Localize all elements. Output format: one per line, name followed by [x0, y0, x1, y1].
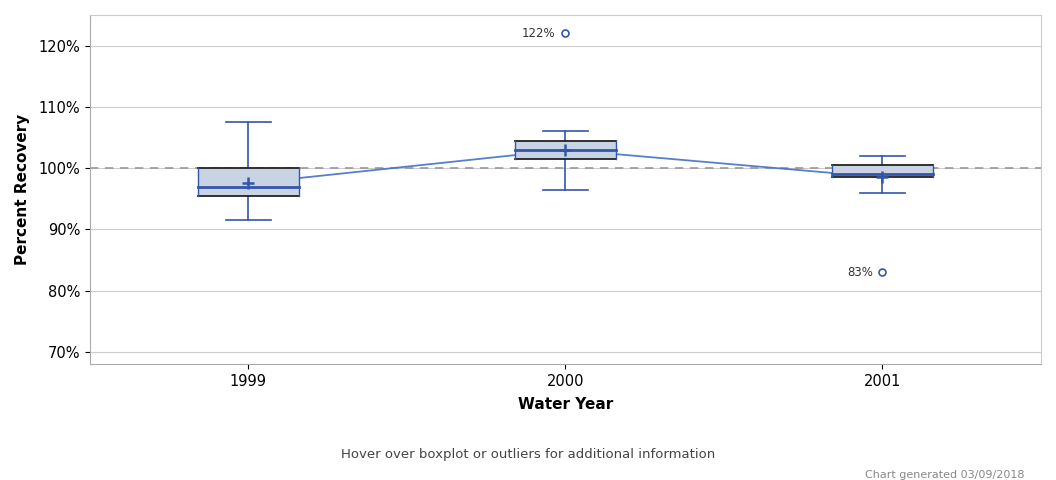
- Bar: [197, 168, 299, 196]
- Bar: [514, 141, 616, 159]
- Text: 83%: 83%: [847, 266, 872, 279]
- Text: 122%: 122%: [522, 27, 555, 40]
- Text: Chart generated 03/09/2018: Chart generated 03/09/2018: [865, 469, 1024, 480]
- X-axis label: Water Year: Water Year: [517, 397, 614, 412]
- Y-axis label: Percent Recovery: Percent Recovery: [15, 114, 30, 265]
- Bar: [832, 165, 934, 177]
- Text: Hover over boxplot or outliers for additional information: Hover over boxplot or outliers for addit…: [341, 448, 715, 461]
